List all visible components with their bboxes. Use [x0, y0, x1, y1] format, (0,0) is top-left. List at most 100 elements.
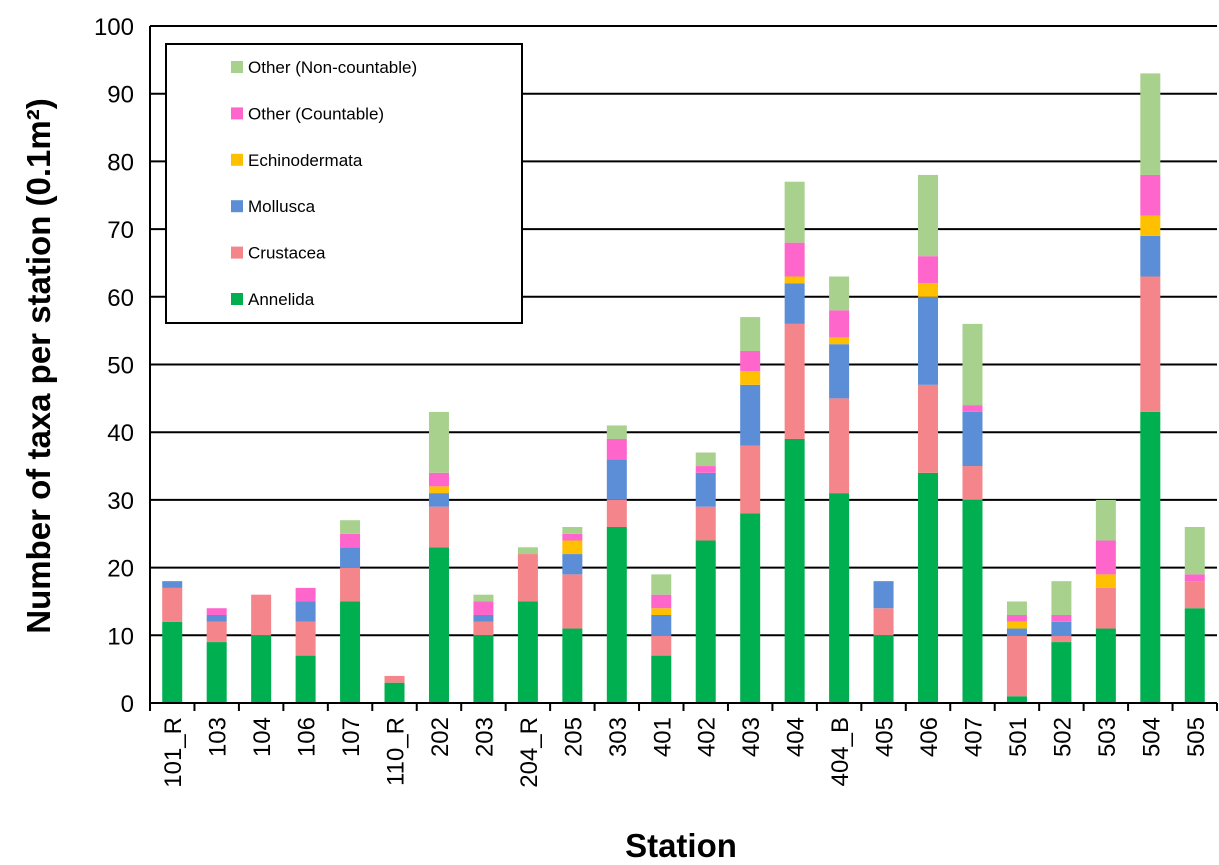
bar-segment — [962, 323, 983, 406]
y-tick-labels: 0 10 20 30 40 50 60 70 80 90 100 — [94, 14, 134, 718]
bar-segment — [829, 337, 850, 345]
bar-segment — [473, 601, 494, 615]
bar-segment — [295, 621, 316, 656]
bar-segment — [1095, 587, 1116, 629]
bar-segment — [1095, 628, 1116, 703]
bar-stack — [517, 547, 538, 703]
legend-item: Mollusca — [231, 197, 316, 216]
bar-segment — [740, 513, 761, 703]
bar-segment — [962, 405, 983, 412]
bar-segment — [1184, 581, 1205, 609]
bar-segment — [384, 682, 405, 703]
bar-segment — [695, 452, 716, 467]
y-tick-label: 50 — [107, 353, 134, 380]
x-tick-label: 504 — [1138, 717, 1165, 757]
y-tick-label: 100 — [94, 14, 134, 41]
bar-segment — [562, 533, 583, 541]
bar-segment — [918, 174, 939, 257]
bar-stack — [162, 581, 183, 703]
bar-stack — [829, 276, 850, 703]
bar-stack — [1184, 526, 1205, 703]
bar-segment — [651, 635, 672, 656]
x-tick-label: 110_R — [383, 717, 410, 786]
bar-segment — [428, 506, 449, 548]
bar-stack — [1140, 73, 1161, 703]
x-tick-label: 101_R — [160, 717, 187, 788]
bar-segment — [918, 384, 939, 473]
bar-segment — [1006, 635, 1027, 697]
bar-segment — [1006, 614, 1027, 622]
bar-segment — [295, 587, 316, 602]
bar-segment — [428, 493, 449, 507]
bar-segment — [695, 506, 716, 541]
bar-segment — [251, 635, 272, 703]
bar-segment — [1051, 581, 1072, 615]
bar-segment — [695, 540, 716, 703]
bar-stack — [1051, 581, 1072, 703]
bar-segment — [340, 601, 361, 703]
bar-segment — [784, 242, 805, 277]
bar-segment — [517, 554, 538, 602]
bar-segment — [740, 445, 761, 514]
x-tick-label: 202 — [427, 717, 454, 757]
bar-segment — [1140, 411, 1161, 703]
x-tick-label: 404_B — [827, 717, 854, 786]
bar-segment — [206, 621, 227, 643]
bar-segment — [295, 655, 316, 703]
legend-item: Other (Countable) — [231, 104, 384, 123]
bar-segment — [651, 655, 672, 703]
bar-stack — [1095, 499, 1116, 703]
y-tick-label: 60 — [107, 285, 134, 312]
y-tick-label: 20 — [107, 556, 134, 583]
bar-stack — [873, 581, 894, 703]
bar-segment — [651, 594, 672, 609]
bar-segment — [340, 547, 361, 568]
bar-segment — [606, 425, 627, 439]
bar-stack — [1006, 601, 1027, 703]
bar-segment — [562, 554, 583, 575]
bar-segment — [340, 520, 361, 534]
legend-label: Mollusca — [248, 197, 316, 216]
x-tick-label: 203 — [471, 717, 498, 757]
x-tick-label: 505 — [1183, 717, 1210, 757]
bar-segment — [162, 587, 183, 622]
bar-segment — [873, 581, 894, 609]
bar-stack — [918, 174, 939, 703]
x-tick-label: 405 — [872, 717, 899, 757]
bar-stack — [206, 608, 227, 703]
x-tick-label: 205 — [560, 717, 587, 757]
legend-label: Echinodermata — [248, 151, 363, 170]
x-tick-label: 401 — [649, 717, 676, 757]
legend: Other (Non-countable) Other (Countable) Ec… — [165, 43, 523, 324]
bar-segment — [340, 533, 361, 548]
bar-segment — [918, 256, 939, 284]
bar-segment — [829, 276, 850, 311]
bar-segment — [384, 675, 405, 683]
bar-segment — [1006, 628, 1027, 636]
x-tick-label: 104 — [249, 717, 276, 757]
bar-segment — [962, 466, 983, 500]
bar-segment — [562, 540, 583, 555]
y-tick-label: 90 — [107, 82, 134, 109]
bar-segment — [428, 472, 449, 487]
bar-segment — [918, 296, 939, 385]
bar-segment — [1095, 499, 1116, 541]
legend-swatch — [231, 293, 243, 305]
x-tick-label: 407 — [960, 717, 987, 757]
bar-segment — [829, 398, 850, 494]
bar-segment — [517, 547, 538, 555]
bar-stack — [562, 526, 583, 703]
x-tick-label: 406 — [916, 717, 943, 757]
bar-segment — [873, 635, 894, 703]
bar-segment — [562, 628, 583, 703]
legend-label: Annelida — [248, 290, 315, 309]
bar-stack — [962, 323, 983, 703]
bar-segment — [162, 621, 183, 703]
bar-segment — [651, 608, 672, 615]
bar-segment — [162, 581, 183, 588]
bar-segment — [651, 574, 672, 595]
bar-segment — [473, 635, 494, 703]
bar-segment — [829, 493, 850, 703]
bar-segment — [962, 499, 983, 703]
